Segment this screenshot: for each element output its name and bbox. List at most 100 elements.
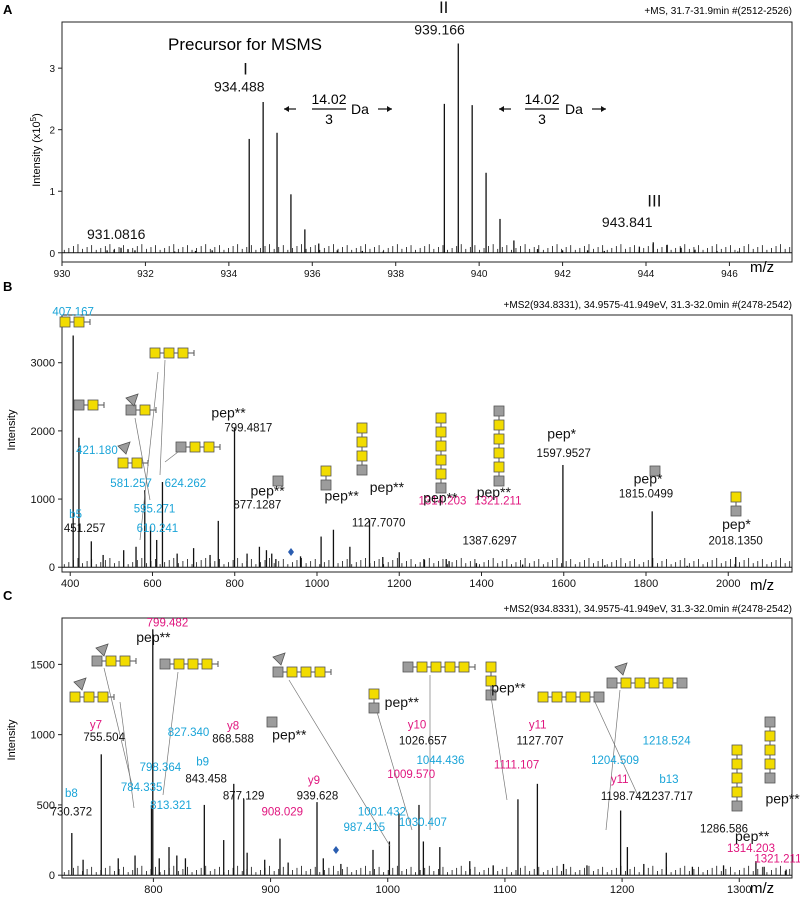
hexnac-square-icon — [320, 479, 332, 491]
hexose-square-icon — [189, 441, 201, 453]
panel-a-scan-header: +MS, 31.7-31.9min #(2512-2526) — [644, 6, 792, 17]
y-tick-label: 0 — [49, 870, 55, 882]
hexose-square-icon — [764, 758, 776, 770]
peak-label: 1044.436 — [416, 755, 464, 767]
fucose-triangle-icon — [117, 441, 131, 455]
peak-label: 1204.509 — [591, 755, 639, 767]
panel-a-spectrum — [63, 43, 791, 253]
leader-line — [134, 417, 151, 501]
peptide-label: pep** — [423, 489, 458, 505]
hexnac-square-icon — [356, 464, 368, 476]
leader-line — [376, 711, 413, 831]
peptide-label: pep** — [765, 791, 800, 807]
hexnac-square-icon — [493, 475, 505, 487]
panel-c-spectrum — [63, 629, 791, 876]
panel-b-xlabel: m/z — [750, 577, 774, 594]
hexnac-square-icon — [764, 716, 776, 728]
hexose-square-icon — [648, 677, 660, 689]
peak-label: 581.257 — [110, 478, 152, 490]
panel-b-letter: B — [3, 279, 12, 294]
panel-a-letter: A — [3, 2, 13, 17]
hexose-square-icon — [368, 688, 380, 700]
hexose-square-icon — [416, 661, 428, 673]
panel-b-frame — [61, 314, 793, 573]
peak-label: b13 — [659, 774, 678, 786]
x-tick-label: 1300 — [727, 884, 751, 896]
hexose-square-icon — [764, 744, 776, 756]
peak-label: 1127.707 — [517, 735, 564, 747]
x-tick-label: 934 — [221, 269, 238, 280]
arrowhead-right-icon — [601, 106, 606, 112]
charge-state-roman-label: I — [243, 59, 248, 78]
leader-line — [119, 701, 135, 809]
y-tick-label: 2000 — [31, 426, 55, 438]
peak-label: 755.504 — [83, 732, 125, 744]
hexose-square-icon — [105, 655, 117, 667]
peptide-label: pep** — [325, 487, 360, 503]
charge-state-roman-label: III — [647, 192, 661, 211]
peak-label: y11 — [529, 719, 547, 731]
peptide-label: pep** — [735, 828, 770, 844]
peak-label: 827.340 — [168, 727, 210, 739]
peak-label: 798.364 — [140, 762, 182, 774]
peak-label: y9 — [308, 775, 320, 787]
hexose-square-icon — [634, 677, 646, 689]
hexose-square-icon — [356, 450, 368, 462]
peak-label: 1314.203 — [418, 496, 466, 508]
panel-a-ylabel: Intensity (x105) — [29, 113, 44, 187]
hexose-square-icon — [187, 658, 199, 670]
peak-label: 451.257 — [64, 523, 106, 535]
y-tick-label: 500 — [37, 800, 55, 812]
hexose-square-icon — [119, 655, 131, 667]
peptide-label: pep** — [211, 404, 246, 420]
hexose-square-icon — [320, 465, 332, 477]
peak-label: 1030.407 — [399, 817, 447, 829]
hexose-square-icon — [201, 658, 213, 670]
panel-c-letter: C — [3, 588, 13, 603]
peak-label: 1198.742 — [601, 791, 648, 803]
peak-label: 1321.211 — [474, 496, 521, 508]
peak-label: 813.321 — [150, 800, 192, 812]
peak-label: 610.241 — [137, 523, 179, 535]
fucose-triangle-icon — [73, 677, 87, 691]
panel-b-scan-header: +MS2(934.8331), 34.9575-41.949eV, 31.3-3… — [504, 300, 792, 311]
peak-label: 987.415 — [344, 822, 386, 834]
hexose-square-icon — [731, 786, 743, 798]
leader-line — [594, 701, 641, 801]
hexose-square-icon — [97, 691, 109, 703]
leader-line — [605, 689, 621, 831]
peptide-label: pep* — [634, 470, 663, 486]
delta-denominator: 3 — [538, 111, 546, 127]
panel-b-axes: 400 600 800 1000 1200 1400 1600 1800 2000 0 1000 20… — [31, 314, 793, 590]
panel-b-glycan-icons — [59, 316, 742, 556]
x-tick-label: 942 — [554, 269, 571, 280]
delta-denominator: 3 — [325, 111, 333, 127]
peak-label: 939.628 — [297, 790, 339, 802]
fucose-triangle-icon — [125, 393, 139, 407]
x-tick-label: 1000 — [376, 884, 400, 896]
hexose-square-icon — [444, 661, 456, 673]
diamond-marker-icon — [333, 846, 339, 854]
hexnac-square-icon — [402, 661, 414, 673]
hexnac-square-icon — [764, 772, 776, 784]
hexose-square-icon — [620, 677, 632, 689]
hexose-square-icon — [203, 441, 215, 453]
peak-label: y7 — [90, 719, 102, 731]
peak-label: b8 — [65, 788, 78, 800]
peak-label: 799.4817 — [224, 423, 272, 435]
y-tick-label: 2 — [49, 126, 55, 137]
hexose-square-icon — [435, 468, 447, 480]
peak-label: 1815.0499 — [619, 489, 673, 501]
hexnac-square-icon — [606, 677, 618, 689]
hexose-square-icon — [435, 426, 447, 438]
panel-b-peak-labels: 407.167 421.180 581.257 624.262 595.271 610.2… — [52, 307, 763, 548]
x-tick-label: 1100 — [493, 884, 517, 896]
hexnac-square-icon — [272, 475, 284, 487]
panel-a-xlabel: m/z — [750, 259, 774, 276]
x-tick-label: 1800 — [634, 578, 658, 590]
y-tick-label: 0 — [49, 249, 55, 260]
peak-label: 421.180 — [76, 445, 118, 457]
peak-label: y11 — [611, 774, 629, 786]
